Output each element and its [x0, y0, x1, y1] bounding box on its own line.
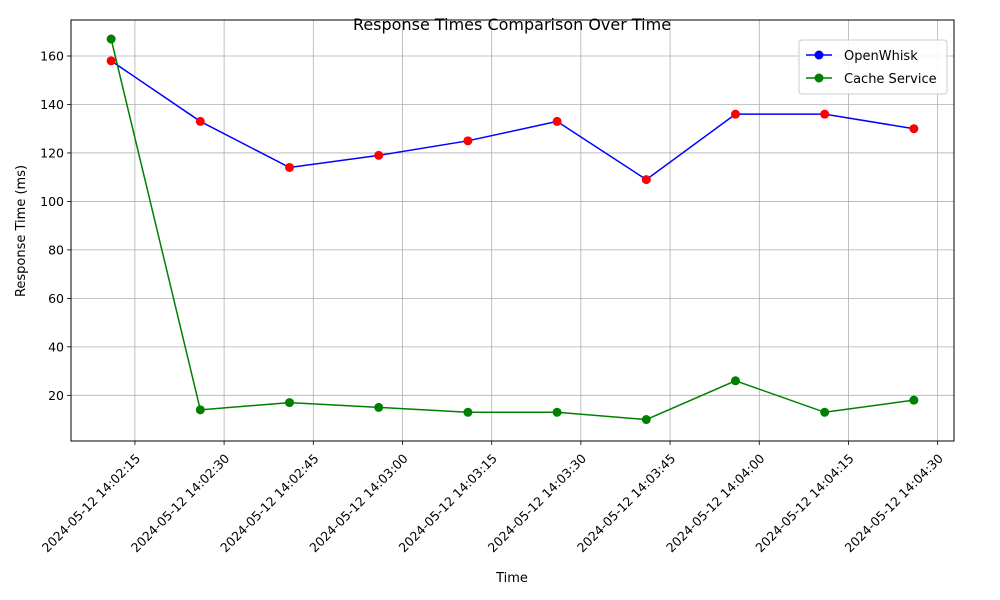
chart-title: Response Times Comparison Over Time	[353, 15, 671, 34]
data-point-openwhisk	[285, 162, 295, 172]
series-line-openwhisk	[110, 60, 914, 181]
plot-frame	[70, 19, 955, 442]
grid	[71, 20, 954, 441]
legend-label-openwhisk: OpenWhisk	[844, 49, 918, 64]
data-point-cache-service	[641, 415, 651, 425]
x-axis-label: Time	[495, 571, 528, 586]
data-point-openwhisk	[106, 56, 116, 66]
data-point-cache-service	[730, 376, 740, 386]
y-axis: 20 40 60 80 100 120 140 160	[40, 48, 71, 403]
legend-marker-openwhisk	[814, 50, 824, 60]
y-tick-label: 60	[48, 291, 64, 306]
data-point-openwhisk	[730, 109, 740, 119]
y-tick-label: 40	[48, 339, 64, 354]
data-point-openwhisk	[641, 175, 651, 185]
data-point-cache-service	[909, 395, 919, 405]
data-point-openwhisk	[909, 124, 919, 134]
data-point-openwhisk	[195, 116, 205, 126]
data-point-cache-service	[374, 402, 384, 412]
y-tick-label: 160	[40, 48, 64, 63]
y-tick-label: 140	[40, 97, 64, 112]
y-axis-label: Response Time (ms)	[14, 165, 29, 297]
data-point-cache-service	[195, 405, 205, 415]
legend: OpenWhisk Cache Service	[798, 39, 948, 95]
legend-marker-cache-service	[814, 73, 824, 83]
data-point-cache-service	[463, 407, 473, 417]
data-point-openwhisk	[820, 109, 830, 119]
series-line-cache-service	[110, 38, 914, 421]
y-tick-label: 100	[40, 194, 64, 209]
data-point-openwhisk	[463, 136, 473, 146]
legend-label-cache-service: Cache Service	[844, 72, 937, 87]
data-point-cache-service	[285, 398, 295, 408]
data-point-cache-service	[820, 407, 830, 417]
data-point-openwhisk	[552, 116, 562, 126]
data-point-cache-service	[106, 34, 116, 44]
series-group	[106, 34, 919, 425]
y-tick-label: 120	[40, 145, 64, 160]
data-point-cache-service	[552, 407, 562, 417]
y-tick-label: 20	[48, 388, 64, 403]
legend-box	[798, 39, 948, 95]
y-tick-label: 80	[48, 242, 64, 257]
data-point-openwhisk	[374, 150, 384, 160]
